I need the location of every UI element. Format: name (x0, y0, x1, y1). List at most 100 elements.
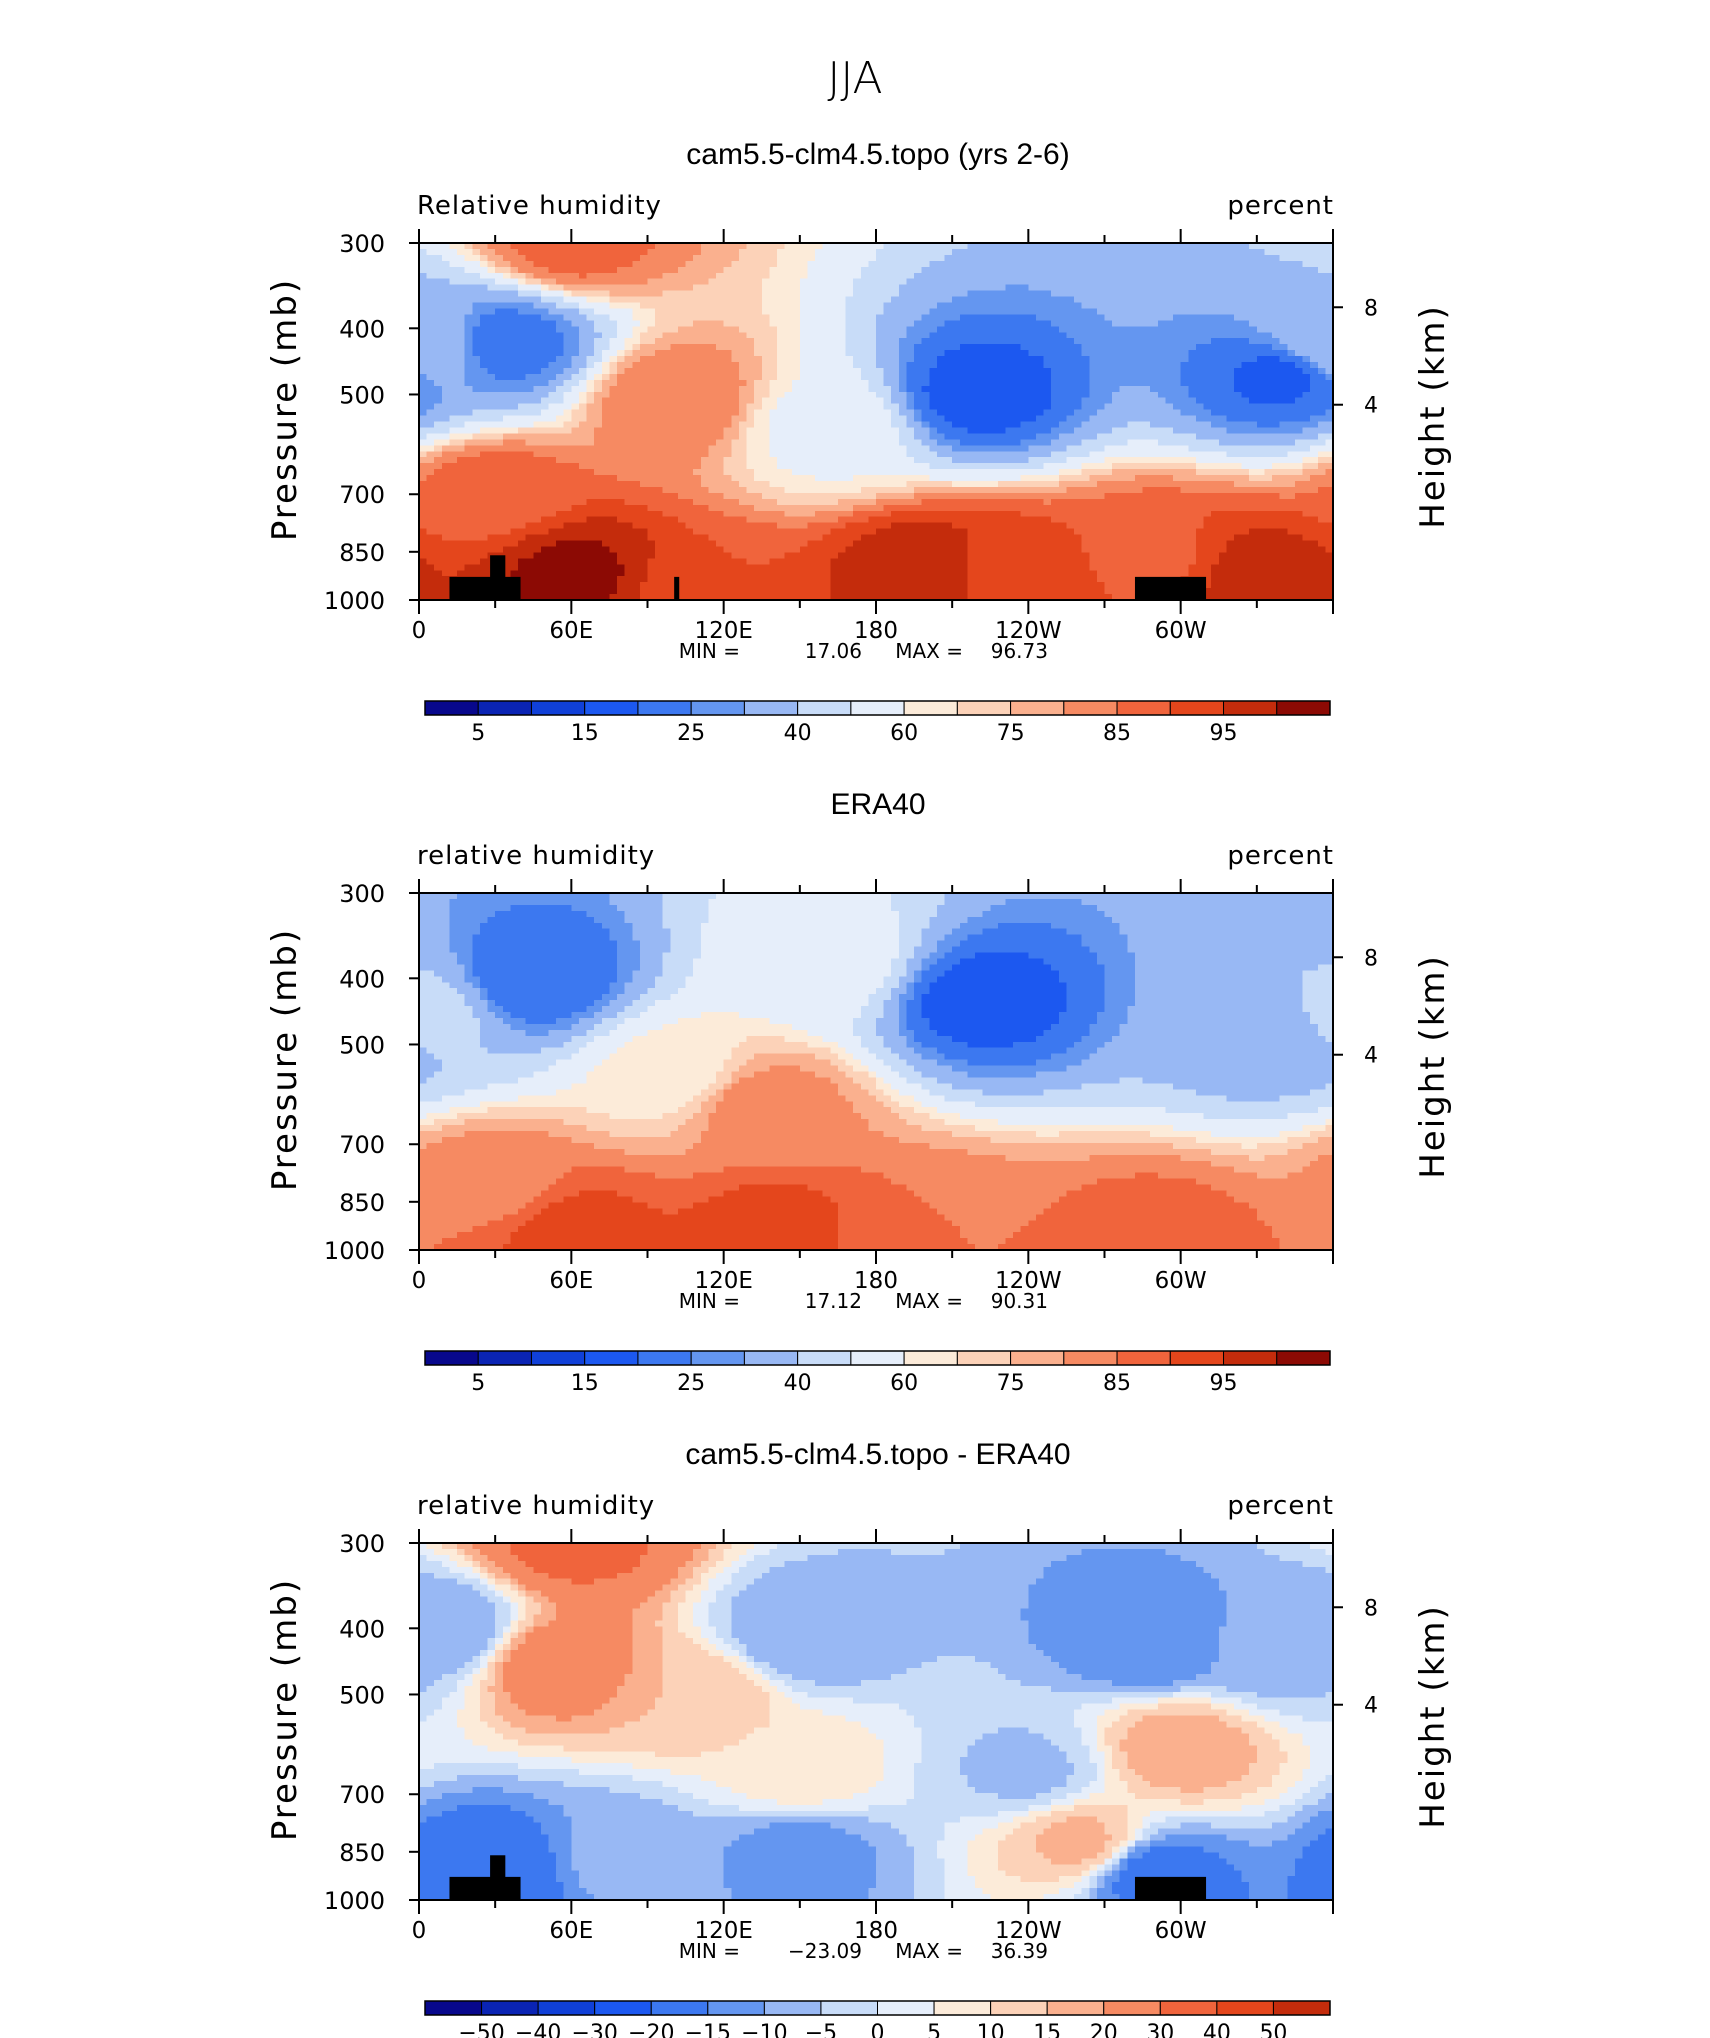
field-cell (853, 439, 862, 446)
field-cell (540, 338, 550, 345)
field-cell (586, 481, 595, 488)
field-cell (898, 534, 908, 542)
field-cell (853, 302, 862, 310)
field-cell (449, 522, 458, 530)
field-cell (495, 427, 504, 434)
field-cell (822, 278, 831, 286)
field-cell (479, 481, 489, 488)
field-cell (731, 588, 740, 595)
field-cell (914, 570, 923, 577)
field-cell (647, 272, 656, 280)
field-cell (914, 433, 923, 440)
field-cell (936, 558, 946, 565)
field-cell (426, 516, 435, 524)
field-cell (632, 558, 641, 565)
field-cell (1013, 486, 1022, 494)
field-cell (472, 385, 481, 393)
field-cell (944, 528, 953, 536)
field-cell (990, 427, 999, 434)
field-cell (738, 278, 748, 286)
field-cell (662, 243, 671, 250)
field-cell (761, 582, 770, 589)
field-cell (967, 415, 976, 423)
field-cell (761, 445, 770, 452)
field-cell (1028, 421, 1037, 429)
field-cell (487, 421, 496, 429)
field-cell (601, 498, 611, 506)
field-cell (807, 433, 816, 440)
field-cell (975, 314, 984, 321)
field-cell (1005, 439, 1014, 446)
field-cell (906, 564, 915, 571)
field-cell (1028, 582, 1037, 589)
field-cell (647, 498, 656, 506)
field-cell (708, 582, 717, 589)
field-cell (792, 439, 801, 446)
field-cell (754, 540, 763, 548)
field-cell (952, 254, 961, 262)
field-cell (975, 356, 984, 363)
field-cell (822, 266, 831, 274)
field-cell (1028, 504, 1037, 512)
field-cell (670, 397, 679, 405)
field-cell (929, 243, 938, 250)
field-cell (815, 391, 824, 399)
field-cell (1028, 433, 1037, 440)
field-cell (929, 522, 938, 530)
field-cell (472, 302, 481, 310)
field-cell (457, 522, 466, 530)
field-cell (723, 475, 732, 482)
field-cell (815, 338, 824, 345)
field-cell (754, 457, 763, 464)
field-cell (1020, 373, 1029, 381)
field-cell (1043, 272, 1052, 280)
field-cell (959, 576, 968, 583)
field-cell (754, 594, 763, 601)
field-cell (837, 338, 847, 345)
field-cell (670, 314, 679, 321)
field-cell (716, 302, 725, 310)
field-cell (518, 564, 527, 571)
field-cell (449, 308, 458, 315)
field-cell (586, 248, 595, 256)
field-cell (518, 243, 527, 250)
field-cell (594, 588, 603, 595)
field-cell (746, 492, 755, 500)
field-cell (967, 421, 976, 429)
field-cell (830, 558, 839, 565)
field-cell (1013, 296, 1022, 304)
field-cell (419, 356, 428, 363)
field-cell (685, 546, 694, 553)
field-cell (807, 272, 816, 280)
field-cell (868, 498, 877, 506)
field-cell (479, 272, 489, 280)
field-cell (1043, 558, 1052, 565)
field-cell (967, 302, 976, 310)
field-cell (540, 320, 550, 327)
field-cell (449, 302, 458, 310)
field-cell (1028, 451, 1037, 458)
field-cell (434, 356, 443, 363)
field-cell (502, 338, 511, 345)
field-cell (617, 243, 626, 250)
field-cell (518, 272, 527, 280)
field-cell (685, 266, 694, 274)
field-cell (609, 588, 618, 595)
field-cell (921, 379, 930, 387)
field-cell (723, 516, 732, 524)
field-cell (495, 504, 504, 512)
field-cell (601, 338, 611, 345)
panel-title: cam5.5-clm4.5.topo (yrs 2-6) (686, 138, 1069, 171)
field-cell (464, 350, 473, 357)
contour-field (419, 243, 1334, 601)
field-cell (723, 314, 732, 321)
field-cell (936, 391, 946, 399)
field-cell (1035, 522, 1045, 530)
field-cell (1020, 516, 1029, 524)
field-cell (441, 350, 451, 357)
field-cell (540, 362, 550, 369)
field-cell (792, 427, 801, 434)
field-cell (761, 558, 770, 565)
field-cell (769, 552, 778, 559)
field-cell (533, 272, 542, 280)
